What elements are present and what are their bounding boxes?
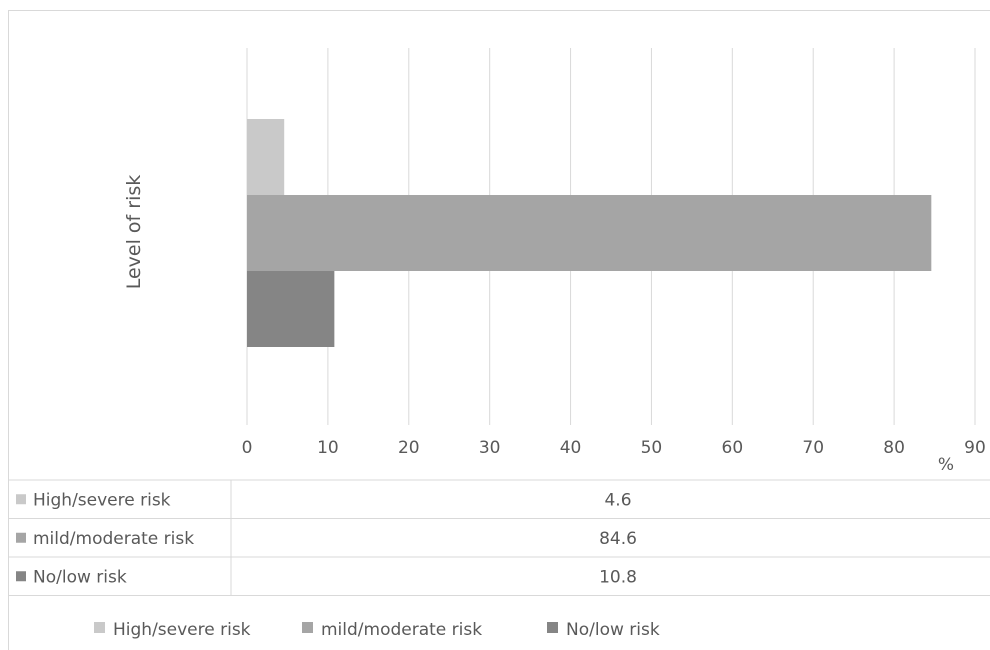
bar [247, 195, 932, 271]
bars [247, 119, 932, 347]
table-value: 84.6 [599, 529, 637, 549]
table-series-label: High/severe risk [33, 490, 171, 510]
table-value: 10.8 [599, 567, 637, 587]
table-value: 4.6 [604, 490, 631, 510]
legend-label: No/low risk [566, 620, 660, 640]
x-tick-label: 20 [398, 438, 420, 458]
table-swatch [16, 532, 26, 543]
x-tick-label: 0 [242, 438, 253, 458]
x-tick-label: 70 [802, 438, 824, 458]
bar [247, 119, 285, 195]
x-tick-label: 60 [722, 438, 744, 458]
legend-label: High/severe risk [113, 620, 251, 640]
legend-swatch [547, 622, 558, 633]
legend-label: mild/moderate risk [321, 620, 482, 640]
x-tick-labels: 0 10 20 30 40 50 60 70 80 90 [242, 438, 986, 458]
x-tick-label: 40 [560, 438, 582, 458]
x-tick-label: 30 [479, 438, 501, 458]
table-series-label: No/low risk [33, 567, 127, 587]
x-tick-label: 50 [641, 438, 663, 458]
table-swatch [16, 494, 26, 505]
legend-swatch [94, 622, 105, 633]
y-axis-title: Level of risk [123, 175, 145, 290]
table-series-label: mild/moderate risk [33, 529, 194, 549]
legend-swatch [302, 622, 313, 633]
chart-frame [8, 10, 990, 650]
x-tick-label: 80 [883, 438, 905, 458]
legend: High/severe risk mild/moderate risk No/low… [94, 620, 660, 640]
x-tick-label: 10 [317, 438, 339, 458]
data-table: High/severe risk 4.6 mild/moderate risk 84.… [8, 479, 990, 596]
bar [247, 271, 335, 347]
x-tick-label: 90 [964, 438, 986, 458]
table-swatch [16, 571, 26, 582]
x-axis-unit: % [938, 455, 954, 475]
